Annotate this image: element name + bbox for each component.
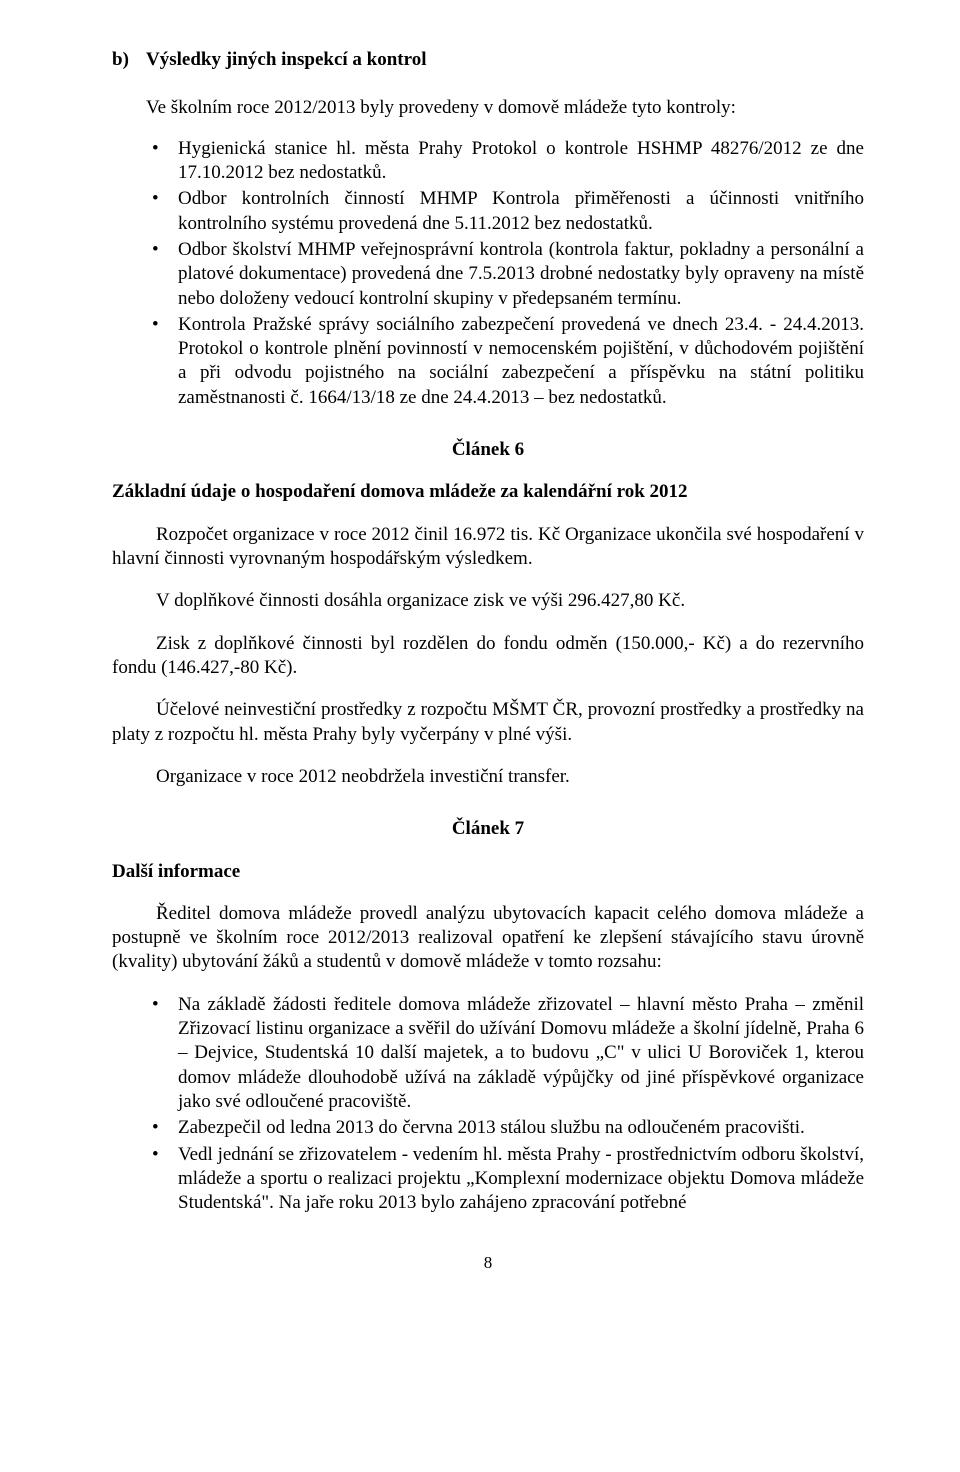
article-7-heading: Článek 7 <box>112 817 864 841</box>
article-7-intro: Ředitel domova mládeže provedl analýzu u… <box>112 902 864 975</box>
article-6-paragraph: Účelové neinvestiční prostředky z rozpoč… <box>112 698 864 747</box>
page-number: 8 <box>112 1252 864 1274</box>
section-b-title-text: Výsledky jiných inspekcí a kontrol <box>146 48 426 72</box>
list-item: Na základě žádosti ředitele domova mláde… <box>146 993 864 1115</box>
article-6-subheading: Základní údaje o hospodaření domova mlád… <box>112 480 864 504</box>
section-b-intro: Ve školním roce 2012/2013 byly provedeny… <box>146 96 864 120</box>
article-6-paragraph: Rozpočet organizace v roce 2012 činil 16… <box>112 523 864 572</box>
article-7-list: Na základě žádosti ředitele domova mláde… <box>146 993 864 1216</box>
list-item: Hygienická stanice hl. města Prahy Proto… <box>146 137 864 186</box>
list-item: Vedl jednání se zřizovatelem - vedením h… <box>146 1143 864 1216</box>
article-7-subheading: Další informace <box>112 860 864 884</box>
article-6-heading: Článek 6 <box>112 438 864 462</box>
article-6-paragraph: V doplňkové činnosti dosáhla organizace … <box>112 589 864 613</box>
article-6-paragraph: Zisk z doplňkové činnosti byl rozdělen d… <box>112 632 864 681</box>
article-6-paragraph: Organizace v roce 2012 neobdržela invest… <box>112 765 864 789</box>
list-item: Kontrola Pražské správy sociálního zabez… <box>146 313 864 410</box>
list-item: Odbor školství MHMP veřejnosprávní kontr… <box>146 238 864 311</box>
list-item: Odbor kontrolních činností MHMP Kontrola… <box>146 187 864 236</box>
section-b-marker: b) <box>112 48 146 72</box>
list-item: Zabezpečil od ledna 2013 do června 2013 … <box>146 1116 864 1140</box>
section-b-title: b) Výsledky jiných inspekcí a kontrol <box>112 48 864 72</box>
section-b-list: Hygienická stanice hl. města Prahy Proto… <box>146 137 864 410</box>
